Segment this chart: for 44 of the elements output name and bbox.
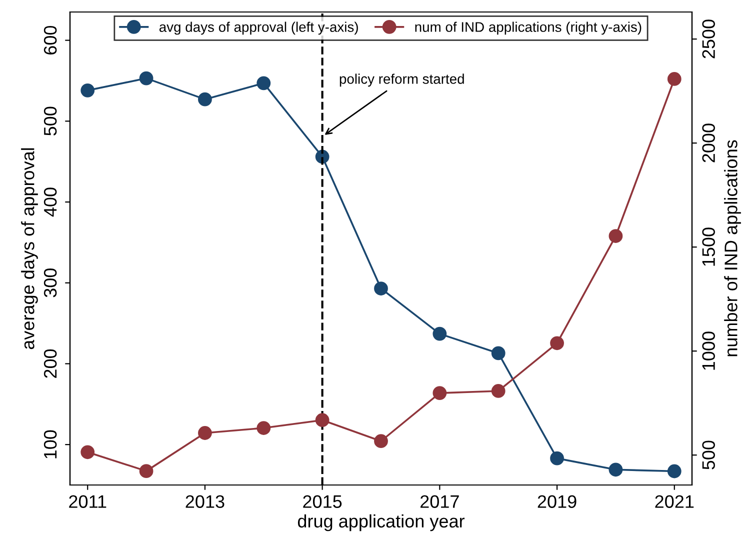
- point: [432, 326, 447, 341]
- y-tick-label: 400: [44, 188, 57, 217]
- point: [491, 384, 506, 398]
- y2-tick-label: 1500: [702, 228, 715, 266]
- x-axis-title: drug application year: [298, 514, 465, 532]
- y-tick-label: 200: [44, 349, 57, 378]
- point: [80, 445, 95, 460]
- y2-tick-label: 1000: [702, 332, 715, 370]
- point: [139, 71, 154, 86]
- y2-tick-label: 2500: [702, 20, 715, 58]
- x-tick-label: 2013: [186, 495, 224, 508]
- point: [374, 282, 388, 296]
- x-tick-label: 2011: [69, 495, 106, 508]
- y2-tick-label: 2000: [702, 124, 715, 162]
- point: [608, 229, 623, 243]
- legend-label: avg days of approval (left y-axis): [159, 22, 358, 35]
- point: [80, 83, 95, 98]
- point: [667, 464, 682, 478]
- point: [139, 464, 154, 478]
- y-tick-label: 600: [44, 26, 57, 54]
- point: [198, 92, 212, 106]
- y2-tick-label: 500: [702, 440, 715, 470]
- x-tick-label: 2019: [538, 495, 576, 508]
- y-tick-label: 100: [44, 430, 57, 458]
- annotation: policy reform started: [340, 74, 464, 87]
- y-tick-label: 500: [44, 106, 57, 136]
- point: [198, 426, 212, 440]
- point: [315, 413, 330, 428]
- y-tick-label: 300: [44, 268, 57, 298]
- point: [550, 451, 564, 466]
- x-tick-label: 2017: [420, 495, 459, 508]
- point: [256, 421, 271, 435]
- point: [491, 346, 506, 360]
- legend-label: num of IND applications (right y-axis): [415, 22, 642, 35]
- point: [256, 76, 271, 90]
- point: [374, 434, 388, 448]
- y-axis-title: average days of approval: [21, 148, 38, 350]
- point: [608, 462, 623, 477]
- point: [550, 336, 564, 350]
- x-tick-label: 2015: [303, 495, 342, 508]
- y2-axis-title: number of IND applications: [724, 140, 741, 356]
- point: [667, 72, 682, 86]
- point: [432, 386, 447, 400]
- x-tick-label: 2021: [655, 495, 694, 508]
